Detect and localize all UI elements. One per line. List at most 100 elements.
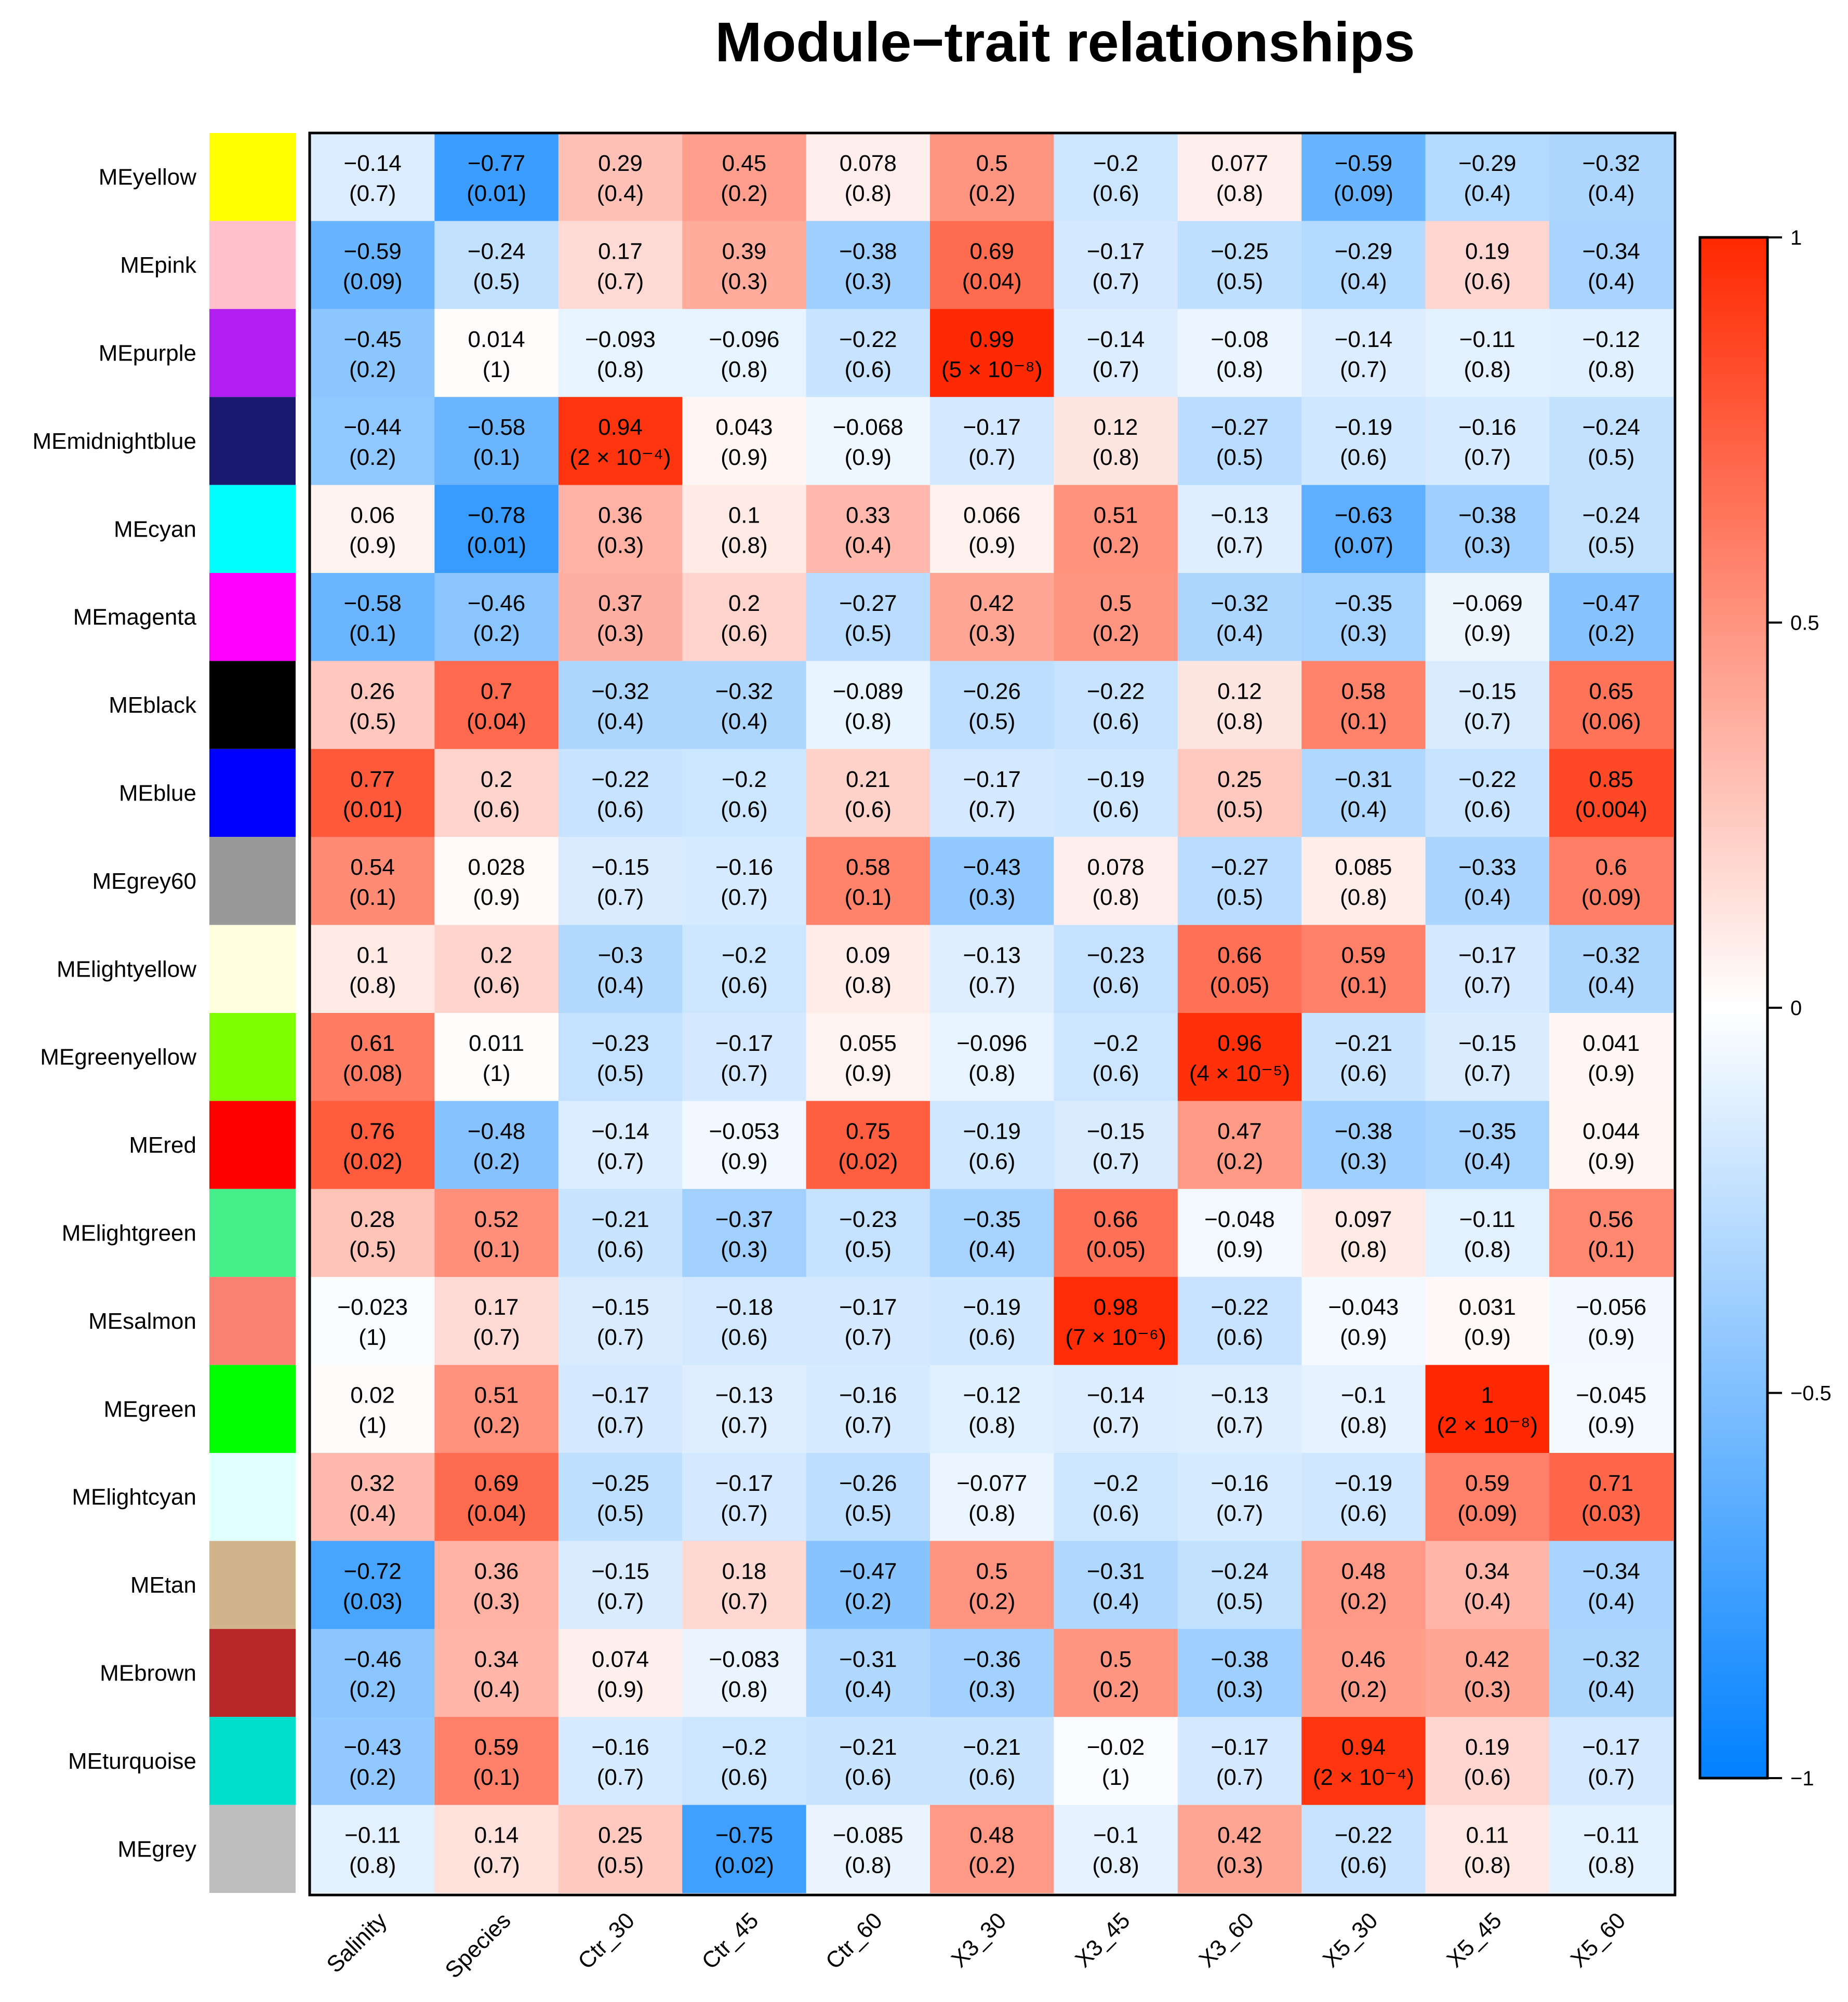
colorbar-gradient [1698, 236, 1769, 1780]
heatmap-cell-MEgreenyellow-X3_45 [1054, 1013, 1178, 1101]
heatmap-cell-MEmagenta-X5_30 [1301, 573, 1426, 661]
cell-correlation: −0.22 [1458, 767, 1516, 792]
cell-correlation: −0.17 [715, 1471, 773, 1496]
heatmap-cell-MEturquoise-Species [434, 1717, 559, 1806]
cell-pvalue: (0.05) [1086, 1237, 1146, 1262]
column-label-Species: Species [440, 1907, 515, 1983]
cell-pvalue: (0.3) [968, 621, 1015, 646]
cell-pvalue: (0.3) [721, 1237, 767, 1262]
module-swatch-MEgrey [209, 1805, 296, 1893]
cell-pvalue: (0.5) [1216, 1589, 1263, 1614]
heatmap-cell-MElightyellow-X3_30 [930, 925, 1054, 1013]
cell-correlation: −0.1 [1093, 1823, 1138, 1848]
row-label-MEblack: MEblack [109, 692, 197, 718]
cell-pvalue: (0.09) [1457, 1501, 1517, 1526]
heatmap-cell-MEblue-Ctr_60 [806, 749, 930, 837]
heatmap-cell-MEmagenta-X3_60 [1177, 573, 1302, 661]
cell-correlation: −0.43 [963, 855, 1021, 880]
cell-correlation: 0.12 [1217, 678, 1262, 704]
cell-pvalue: (0.9) [1588, 1061, 1634, 1086]
heatmap-cell-MEyellow-Salinity [311, 133, 435, 221]
cell-pvalue: (0.6) [1092, 709, 1139, 734]
heatmap-cell-MEbrown-X5_60 [1549, 1629, 1673, 1717]
heatmap-cell-MEgrey60-Ctr_30 [558, 837, 683, 926]
row-label-MEmidnightblue: MEmidnightblue [33, 429, 197, 454]
row-label-MEpurple: MEpurple [99, 341, 196, 366]
heatmap-cell-MEturquoise-Ctr_60 [806, 1717, 930, 1806]
heatmap-cell-MEmidnightblue-X5_45 [1425, 397, 1550, 486]
cell-correlation: 0.32 [350, 1471, 395, 1496]
heatmap-cell-MEtan-Ctr_30 [558, 1541, 683, 1630]
cell-pvalue: (0.7) [597, 269, 644, 294]
cell-pvalue: (0.8) [1216, 709, 1263, 734]
heatmap-cell-MEsalmon-X3_60 [1177, 1277, 1302, 1366]
row-label-MEcyan: MEcyan [114, 516, 196, 542]
cell-correlation: −0.089 [833, 678, 903, 704]
cell-pvalue: (0.6) [721, 621, 767, 646]
heatmap-cell-MEgreenyellow-Ctr_30 [558, 1013, 683, 1101]
module-swatch-MEgreen [209, 1365, 296, 1453]
cell-pvalue: (0.4) [1464, 885, 1511, 910]
row-label-MEtan: MEtan [130, 1572, 196, 1598]
cell-pvalue: (0.4) [1588, 269, 1634, 294]
cell-correlation: 0.055 [840, 1031, 897, 1056]
heatmap-cell-MEgreenyellow-X3_60 [1177, 1013, 1302, 1101]
cell-correlation: −0.11 [344, 1823, 401, 1848]
cell-correlation: −0.58 [468, 415, 525, 440]
module-swatch-MEtan [209, 1541, 296, 1629]
cell-correlation: −0.31 [839, 1647, 897, 1672]
module-swatch-MEblack [209, 661, 296, 749]
heatmap-cell-MEmagenta-X3_30 [930, 573, 1054, 661]
heatmap-cell-MEgrey60-X3_30 [930, 837, 1054, 926]
heatmap-cell-MEcyan-Ctr_30 [558, 485, 683, 573]
cell-pvalue: (0.8) [845, 1853, 892, 1878]
trait-column-labels: Salinity Species Ctr_30 Ctr_45 Ctr_60 X3_30 X3… [322, 1907, 1630, 1983]
heatmap-cell-MEpink-X5_60 [1549, 221, 1673, 310]
cell-pvalue: (0.2) [1340, 1677, 1387, 1702]
cell-pvalue: (0.3) [597, 621, 644, 646]
cell-correlation: −0.12 [1583, 327, 1640, 352]
cell-correlation: −0.29 [1335, 238, 1392, 264]
cell-correlation: −0.38 [1335, 1118, 1392, 1144]
cell-correlation: −0.14 [1335, 327, 1392, 352]
cell-pvalue: (0.2) [968, 1589, 1015, 1614]
cell-correlation: −0.21 [591, 1207, 649, 1232]
heatmap-cell-MEpurple-X5_30 [1301, 309, 1426, 397]
cell-pvalue: (0.4) [1588, 1589, 1634, 1614]
cell-correlation: 0.94 [1341, 1734, 1386, 1760]
cell-correlation: −0.14 [1087, 327, 1145, 352]
heatmap-cell-MEblack-X5_30 [1301, 661, 1426, 750]
cell-pvalue: (0.6) [1464, 797, 1511, 822]
cell-correlation: 0.98 [1094, 1294, 1138, 1320]
cell-pvalue: (0.4) [1340, 797, 1387, 822]
cell-pvalue: (0.6) [473, 797, 520, 822]
heatmap-cell-MEblue-Species [434, 749, 559, 837]
heatmap-cell-MEturquoise-X3_60 [1177, 1717, 1302, 1806]
module-swatch-MElightgreen [209, 1189, 296, 1277]
cell-pvalue: (0.2) [349, 1677, 396, 1702]
cell-pvalue: (0.7) [349, 181, 396, 206]
heatmap-cell-MElightgreen-Species [434, 1189, 559, 1277]
cell-correlation: −0.45 [344, 327, 402, 352]
heatmap-cell-MEgrey-Ctr_30 [558, 1805, 683, 1893]
heatmap-cell-MEyellow-X3_60 [1177, 133, 1302, 221]
cell-correlation: 0.028 [468, 855, 525, 880]
cell-pvalue: (0.5) [968, 709, 1015, 734]
cell-pvalue: (4 × 10⁻⁵) [1189, 1061, 1290, 1086]
heatmap-cell-MEblue-Ctr_30 [558, 749, 683, 837]
cell-correlation: −0.2 [1093, 1031, 1138, 1056]
cell-pvalue: (0.4) [968, 1237, 1015, 1262]
module-swatch-MEyellow [209, 133, 296, 221]
cell-correlation: 0.51 [474, 1383, 519, 1408]
heatmap-cell-MEgreenyellow-X5_30 [1301, 1013, 1426, 1101]
cell-correlation: 0.85 [1589, 767, 1633, 792]
cell-correlation: 0.011 [469, 1031, 524, 1056]
cell-correlation: −0.24 [468, 238, 525, 264]
row-label-MEgrey: MEgrey [117, 1836, 196, 1862]
cell-correlation: −0.77 [468, 151, 525, 176]
cell-pvalue: (0.6) [597, 797, 644, 822]
cell-correlation: 0.066 [963, 503, 1020, 528]
heatmap-cell-MEmidnightblue-Ctr_30 [558, 397, 683, 486]
heatmap-cell-MEtan-X5_60 [1549, 1541, 1673, 1630]
